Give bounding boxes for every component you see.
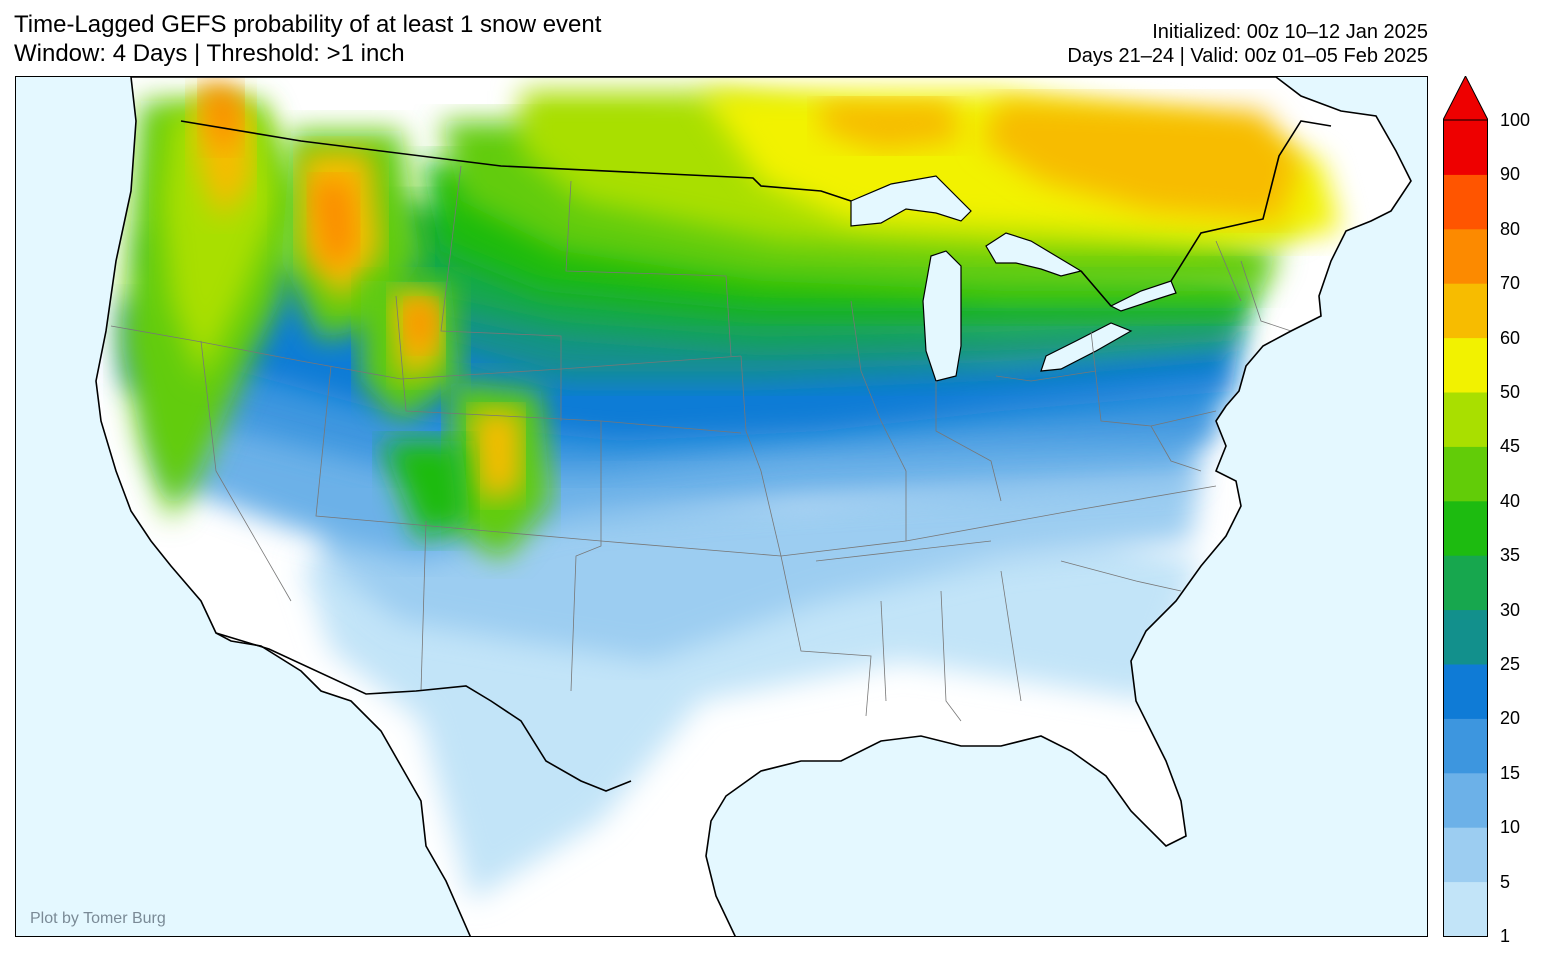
colorbar-label: 100 <box>1500 110 1531 130</box>
colorbar-label: 45 <box>1500 436 1521 457</box>
colorbar-label: 40 <box>1500 490 1521 511</box>
state-border <box>565 180 732 357</box>
colorbar-extend-arrow <box>1443 76 1488 121</box>
probability-band <box>981 101 1301 221</box>
colorbar-bin <box>1443 609 1488 665</box>
state-border <box>935 381 1002 502</box>
title-line-2: Window: 4 Days | Threshold: >1 inch <box>14 40 405 67</box>
probability-contours <box>121 81 1341 901</box>
colorbar-bin <box>1443 120 1488 175</box>
init-info: Initialized: 00z 10–12 Jan 2025 Days 21–… <box>1067 20 1428 68</box>
map-panel: Plot by Tomer Burg <box>15 76 1428 937</box>
colorbar-label: 90 <box>1500 164 1521 185</box>
colorbar-label: 20 <box>1500 708 1521 729</box>
colorbar-bin <box>1443 718 1488 774</box>
colorbar-bin <box>1443 392 1488 447</box>
state-border <box>940 590 962 722</box>
colorbar-bin <box>1443 555 1488 611</box>
colorbar-bin <box>1443 500 1488 556</box>
colorbar-label: 50 <box>1500 382 1521 402</box>
map-title: Time-Lagged GEFS probability of at least… <box>14 10 601 68</box>
state-border <box>995 370 1097 382</box>
state-border <box>1090 330 1217 427</box>
init-line-2: Days 21–24 | Valid: 00z 01–05 Feb 2025 <box>1067 45 1428 67</box>
plot-credit: Plot by Tomer Burg <box>30 910 166 927</box>
state-border <box>1150 425 1202 472</box>
state-border <box>440 165 562 421</box>
title-line-1: Time-Lagged GEFS probability of at least… <box>14 11 602 38</box>
colorbar-label: 25 <box>1500 654 1521 674</box>
state-border <box>1215 240 1242 302</box>
state-border <box>815 540 992 562</box>
state-border <box>1240 260 1292 332</box>
colorbar-label: 80 <box>1500 218 1521 239</box>
colorbar-bin <box>1443 827 1488 883</box>
init-line-1: Initialized: 00z 10–12 Jan 2025 <box>1152 21 1428 43</box>
great-lakes <box>850 175 1177 382</box>
probability-band <box>471 411 521 501</box>
colorbar-label: 35 <box>1500 545 1521 566</box>
probability-band <box>381 441 471 541</box>
coastline <box>95 77 1412 936</box>
probability-band <box>201 81 241 151</box>
colorbar-label: 10 <box>1500 817 1521 838</box>
state-border <box>420 520 427 692</box>
probability-band <box>406 301 436 351</box>
colorbar-bin <box>1443 283 1488 339</box>
colorbar-bin <box>1443 881 1488 937</box>
colorbar <box>1443 76 1488 937</box>
state-border <box>740 355 872 717</box>
state-border <box>1060 560 1182 592</box>
colorbar-bin <box>1443 337 1488 393</box>
colorbar-label: 30 <box>1500 599 1521 620</box>
colorbar-label: 1 <box>1500 926 1511 946</box>
colorbar-bin <box>1443 772 1488 828</box>
probability-map <box>95 77 1412 936</box>
colorbar-label: 60 <box>1500 327 1521 348</box>
colorbar-label: 5 <box>1500 871 1511 892</box>
state-border <box>395 295 742 434</box>
state-border <box>110 325 742 380</box>
state-borders <box>110 165 1292 722</box>
state-border <box>200 340 292 602</box>
colorbar-label: 70 <box>1500 273 1521 294</box>
colorbar-bin <box>1443 174 1488 230</box>
colorbar-label: 15 <box>1500 762 1521 783</box>
state-border <box>850 300 907 541</box>
country-borders <box>180 120 1332 792</box>
probability-band <box>821 101 961 151</box>
colorbar-bin <box>1443 664 1488 719</box>
state-border <box>880 600 887 702</box>
state-border <box>570 421 602 692</box>
colorbar-bin <box>1443 228 1488 284</box>
state-border <box>315 365 1217 557</box>
colorbar-bin <box>1443 446 1488 502</box>
probability-band <box>311 181 356 271</box>
colorbar-labels: 1 5 10 15 20 25 30 35 40 45 50 60 70 80 90 100 <box>1500 0 1550 963</box>
state-border <box>1000 570 1022 702</box>
